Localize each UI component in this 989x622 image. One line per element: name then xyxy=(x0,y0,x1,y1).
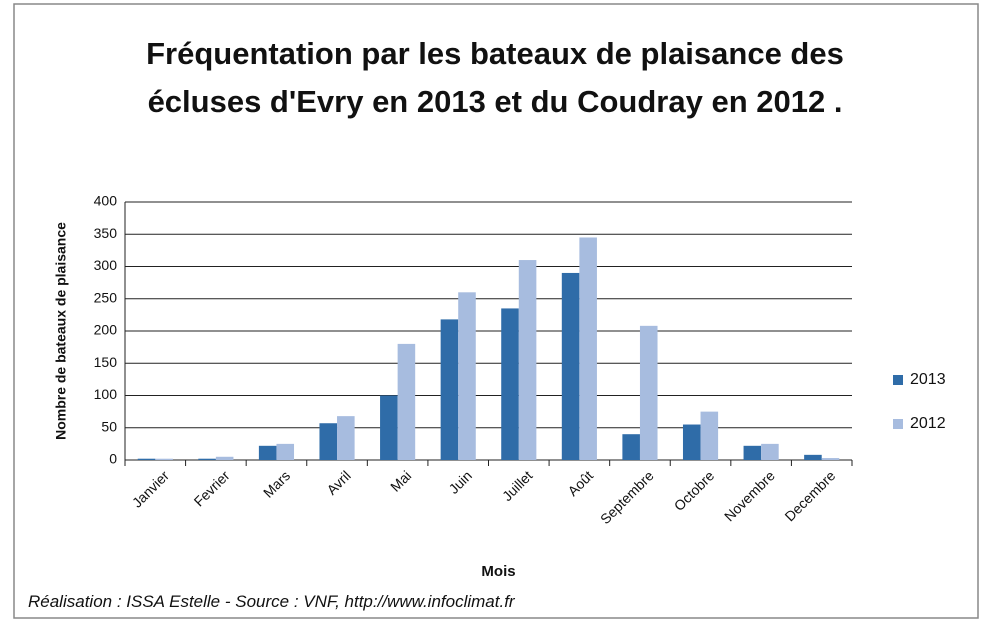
bar xyxy=(440,319,459,460)
bar xyxy=(518,260,537,460)
bar xyxy=(155,458,173,460)
bar xyxy=(804,454,822,460)
y-tick-label: 50 xyxy=(101,418,117,434)
legend-swatch xyxy=(893,419,903,429)
x-tick-label: Juillet xyxy=(499,467,536,504)
bar xyxy=(258,445,277,460)
y-axis-label: Nombre de bateaux de plaisance xyxy=(53,222,69,440)
legend-label: 2013 xyxy=(910,371,946,388)
bar xyxy=(682,424,701,460)
y-tick-label: 0 xyxy=(109,451,117,467)
bar xyxy=(639,325,658,460)
bar xyxy=(276,443,295,460)
bar xyxy=(743,445,762,460)
bar xyxy=(198,458,216,460)
bar xyxy=(761,443,779,460)
x-tick-label: Septembre xyxy=(597,467,657,527)
y-tick-label: 350 xyxy=(94,225,118,241)
bar xyxy=(622,434,640,460)
x-tick-label: Fevrier xyxy=(190,467,232,509)
x-tick-label: Mai xyxy=(387,467,414,494)
x-tick-label: Octobre xyxy=(671,467,718,514)
x-tick-label: Juin xyxy=(445,467,474,496)
chart-title: Fréquentation par les bateaux de plaisan… xyxy=(146,36,844,119)
source-note: Réalisation : ISSA Estelle - Source : VN… xyxy=(28,592,515,611)
bar xyxy=(319,423,338,460)
y-tick-label: 400 xyxy=(94,193,118,209)
bar xyxy=(501,308,519,460)
x-tick-label: Decembre xyxy=(781,467,838,524)
x-tick-label: Avril xyxy=(323,467,353,497)
legend-label: 2012 xyxy=(910,415,946,432)
bar xyxy=(397,343,416,460)
x-tick-label: Janvier xyxy=(129,467,172,510)
y-tick-label: 200 xyxy=(94,322,118,338)
y-tick-label: 150 xyxy=(94,354,118,370)
y-tick-label: 300 xyxy=(94,257,118,273)
bar xyxy=(337,416,355,460)
bar xyxy=(458,292,476,460)
frame xyxy=(13,3,979,619)
bar xyxy=(700,411,719,460)
x-tick-label: Août xyxy=(564,467,596,499)
bar xyxy=(579,237,597,460)
bar xyxy=(215,456,234,460)
x-tick-label: Mars xyxy=(260,467,293,500)
y-tick-label: 100 xyxy=(94,386,118,402)
x-axis-label: Mois xyxy=(481,563,515,580)
bar xyxy=(821,458,840,460)
legend-swatch xyxy=(893,375,903,385)
bar xyxy=(137,458,156,460)
bar xyxy=(380,395,398,460)
x-tick-label: Novembre xyxy=(721,467,778,524)
bar xyxy=(561,272,580,460)
y-tick-label: 250 xyxy=(94,289,118,305)
